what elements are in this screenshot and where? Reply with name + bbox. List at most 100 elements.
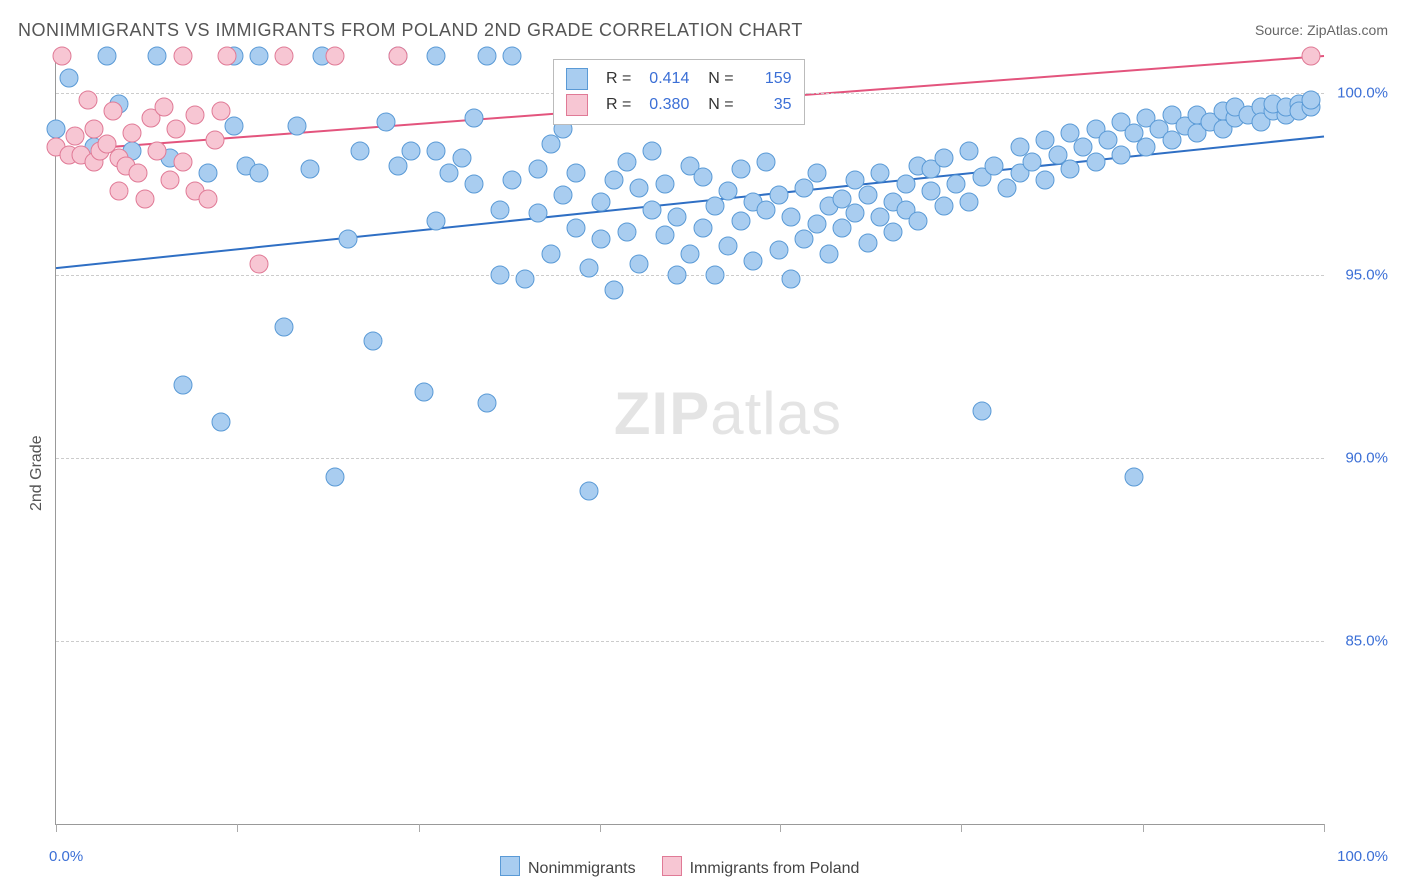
data-point-nonimmigrants [478, 394, 497, 413]
x-axis-max-label: 100.0% [1337, 848, 1388, 865]
x-tick [237, 824, 238, 832]
data-point-nonimmigrants [757, 153, 776, 172]
data-point-nonimmigrants [1061, 160, 1080, 179]
data-point-nonimmigrants [528, 160, 547, 179]
data-point-immigrants [325, 47, 344, 66]
data-point-nonimmigrants [566, 218, 585, 237]
data-point-nonimmigrants [364, 332, 383, 351]
data-point-nonimmigrants [693, 167, 712, 186]
data-point-nonimmigrants [845, 204, 864, 223]
data-point-immigrants [110, 182, 129, 201]
data-point-nonimmigrants [858, 185, 877, 204]
data-point-nonimmigrants [617, 153, 636, 172]
data-point-immigrants [173, 153, 192, 172]
gridline [56, 641, 1324, 642]
data-point-nonimmigrants [300, 160, 319, 179]
data-point-nonimmigrants [782, 207, 801, 226]
data-point-immigrants [167, 120, 186, 139]
data-point-nonimmigrants [985, 156, 1004, 175]
data-point-nonimmigrants [668, 266, 687, 285]
data-point-nonimmigrants [883, 222, 902, 241]
corr-row-immigrants: R =0.380 N =35 [566, 92, 792, 118]
data-point-nonimmigrants [275, 317, 294, 336]
data-point-nonimmigrants [731, 160, 750, 179]
data-point-nonimmigrants [478, 47, 497, 66]
data-point-nonimmigrants [376, 112, 395, 131]
data-point-nonimmigrants [1137, 138, 1156, 157]
data-point-nonimmigrants [541, 244, 560, 263]
corr-r-value: 0.414 [641, 66, 689, 92]
chart-title: NONIMMIGRANTS VS IMMIGRANTS FROM POLAND … [18, 20, 803, 41]
data-point-nonimmigrants [604, 171, 623, 190]
data-point-immigrants [161, 171, 180, 190]
data-point-nonimmigrants [807, 215, 826, 234]
data-point-immigrants [199, 189, 218, 208]
corr-n-value: 159 [744, 66, 792, 92]
chart-container: NONIMMIGRANTS VS IMMIGRANTS FROM POLAND … [0, 0, 1406, 892]
data-point-nonimmigrants [630, 255, 649, 274]
source-prefix: Source: [1255, 22, 1307, 38]
data-point-nonimmigrants [719, 237, 738, 256]
data-point-nonimmigrants [769, 185, 788, 204]
data-point-nonimmigrants [338, 229, 357, 248]
data-point-nonimmigrants [655, 226, 674, 245]
data-point-nonimmigrants [465, 175, 484, 194]
data-point-nonimmigrants [414, 383, 433, 402]
correlation-legend-box: R =0.414 N =159R =0.380 N =35 [553, 59, 805, 125]
data-point-nonimmigrants [896, 175, 915, 194]
data-point-immigrants [66, 127, 85, 146]
data-point-nonimmigrants [579, 259, 598, 278]
data-point-nonimmigrants [807, 164, 826, 183]
data-point-nonimmigrants [731, 211, 750, 230]
data-point-nonimmigrants [465, 109, 484, 128]
data-point-nonimmigrants [490, 266, 509, 285]
data-point-nonimmigrants [47, 120, 66, 139]
data-point-immigrants [1302, 47, 1321, 66]
legend-item-nonimmigrants: Nonimmigrants [500, 856, 636, 878]
legend-label: Nonimmigrants [528, 860, 636, 877]
data-point-immigrants [135, 189, 154, 208]
data-point-immigrants [104, 101, 123, 120]
series-legend: Nonimmigrants Immigrants from Poland [500, 856, 859, 878]
data-point-nonimmigrants [693, 218, 712, 237]
x-tick [419, 824, 420, 832]
x-tick [780, 824, 781, 832]
data-point-nonimmigrants [782, 270, 801, 289]
data-point-nonimmigrants [744, 251, 763, 270]
data-point-nonimmigrants [934, 149, 953, 168]
swatch-immigrants [566, 94, 588, 116]
data-point-nonimmigrants [97, 47, 116, 66]
legend-item-immigrants: Immigrants from Poland [662, 856, 860, 878]
data-point-nonimmigrants [490, 200, 509, 219]
data-point-nonimmigrants [427, 47, 446, 66]
data-point-nonimmigrants [1124, 467, 1143, 486]
data-point-nonimmigrants [871, 164, 890, 183]
data-point-immigrants [129, 164, 148, 183]
x-tick [1324, 824, 1325, 832]
source-attribution: Source: ZipAtlas.com [1255, 22, 1388, 38]
data-point-immigrants [186, 105, 205, 124]
corr-n-value: 35 [744, 92, 792, 118]
corr-r-value: 0.380 [641, 92, 689, 118]
data-point-nonimmigrants [642, 200, 661, 219]
data-point-immigrants [205, 131, 224, 150]
data-point-nonimmigrants [59, 68, 78, 87]
data-point-immigrants [78, 90, 97, 109]
data-point-nonimmigrants [503, 171, 522, 190]
data-point-nonimmigrants [554, 185, 573, 204]
data-point-immigrants [53, 47, 72, 66]
data-point-nonimmigrants [173, 376, 192, 395]
source-name: ZipAtlas.com [1307, 22, 1388, 38]
data-point-immigrants [211, 101, 230, 120]
data-point-immigrants [154, 98, 173, 117]
data-point-nonimmigrants [909, 211, 928, 230]
x-tick [1143, 824, 1144, 832]
data-point-nonimmigrants [706, 266, 725, 285]
gridline [56, 458, 1324, 459]
data-point-immigrants [173, 47, 192, 66]
data-point-nonimmigrants [503, 47, 522, 66]
data-point-nonimmigrants [427, 142, 446, 161]
data-point-nonimmigrants [617, 222, 636, 241]
data-point-nonimmigrants [427, 211, 446, 230]
data-point-nonimmigrants [592, 229, 611, 248]
